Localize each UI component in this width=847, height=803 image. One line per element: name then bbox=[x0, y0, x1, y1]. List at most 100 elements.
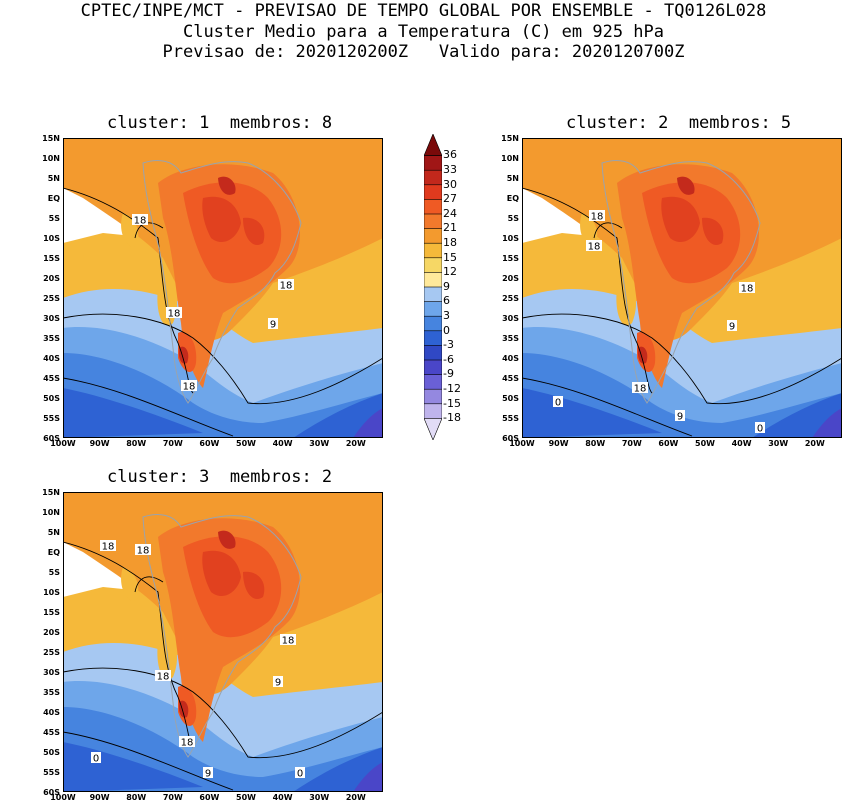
contour-label: 9 bbox=[273, 676, 283, 689]
header-line-2: Cluster Medio para a Temperatura (C) em … bbox=[182, 22, 665, 42]
colorbar-swatch bbox=[424, 315, 442, 332]
lat-tick-label: 10N bbox=[501, 154, 519, 163]
lon-tick-label: 100W bbox=[50, 439, 76, 448]
colorbar-tick-label: 24 bbox=[443, 206, 457, 220]
temperature-band bbox=[202, 550, 241, 597]
contour-line bbox=[62, 187, 194, 394]
svg-text:18: 18 bbox=[168, 309, 181, 320]
lat-tick-label: 35S bbox=[43, 334, 60, 343]
colorbar-tick-label: 6 bbox=[443, 294, 450, 308]
panel-3-title: cluster: 3 membros: 2 bbox=[107, 467, 333, 487]
lat-tick-label: 60S bbox=[43, 788, 60, 797]
coastline bbox=[601, 160, 761, 404]
temperature-band bbox=[293, 747, 383, 792]
temperature-band bbox=[243, 217, 265, 246]
lat-tick-label: 60S bbox=[502, 434, 519, 443]
colorbar-swatch bbox=[424, 388, 442, 405]
colorbar-tick-label: 18 bbox=[443, 235, 457, 249]
colorbar-tick-label: 9 bbox=[443, 279, 450, 293]
lat-tick-label: 50S bbox=[43, 748, 60, 757]
panel-2-title: cluster: 2 membros: 5 bbox=[566, 113, 792, 133]
map-panel-cluster-1: 18 18 18 18 9 bbox=[62, 138, 384, 438]
lat-tick-label: 35S bbox=[502, 334, 519, 343]
svg-text:9: 9 bbox=[677, 412, 683, 423]
temperature-band bbox=[157, 639, 178, 680]
lat-tick-label: 5N bbox=[47, 528, 60, 537]
lon-tick-label: 50W bbox=[236, 439, 256, 448]
map-frame bbox=[63, 492, 383, 792]
svg-text:0: 0 bbox=[297, 769, 303, 780]
contour-label: 9 bbox=[203, 767, 213, 780]
colorbar-swatch bbox=[424, 257, 442, 274]
contour-label: 18 bbox=[589, 210, 605, 223]
lon-tick-label: 30W bbox=[309, 439, 330, 448]
svg-text:9: 9 bbox=[729, 322, 735, 333]
lat-tick-label: 40S bbox=[43, 708, 60, 717]
lat-tick-label: 5S bbox=[507, 214, 519, 223]
temperature-field: 18 18 18 18 18 9 9 0 0 bbox=[62, 492, 384, 792]
lat-tick-label: 10N bbox=[42, 154, 60, 163]
header-line-1: CPTEC/INPE/MCT - PREVISAO DE TEMPO GLOBA… bbox=[80, 1, 767, 21]
lat-tick-label: 45S bbox=[43, 374, 60, 383]
lat-tick-label: 55S bbox=[43, 768, 60, 777]
temperature-band bbox=[218, 176, 236, 195]
lat-tick-label: 30S bbox=[43, 668, 60, 677]
lon-tick-label: 20W bbox=[804, 439, 825, 448]
lon-tick-label: 60W bbox=[658, 439, 679, 448]
lat-tick-label: 10S bbox=[43, 588, 60, 597]
lat-tick-label: 25S bbox=[43, 648, 60, 657]
colorbar-swatch bbox=[424, 213, 442, 230]
contour-label: 18 bbox=[280, 634, 296, 647]
lon-tick-label: 90W bbox=[89, 439, 110, 448]
lon-tick-label: 70W bbox=[162, 793, 183, 802]
colorbar-swatch bbox=[424, 228, 442, 244]
lon-tick-label: 100W bbox=[50, 793, 76, 802]
svg-text:0: 0 bbox=[93, 754, 99, 765]
colorbar-tick-label: 30 bbox=[443, 177, 457, 191]
map-frame bbox=[63, 138, 383, 438]
lat-tick-label: 15S bbox=[43, 608, 60, 617]
lat-tick-label: 10S bbox=[43, 234, 60, 243]
colorbar-tick-label: -15 bbox=[443, 396, 461, 410]
lon-tick-label: 70W bbox=[162, 439, 183, 448]
svg-text:18: 18 bbox=[181, 738, 194, 749]
temperature-field: 18 18 18 18 9 bbox=[62, 138, 384, 438]
lon-tick-label: 40W bbox=[272, 439, 293, 448]
lat-tick-label: 25S bbox=[43, 294, 60, 303]
contour-line bbox=[521, 313, 843, 405]
colorbar-tick-label: 21 bbox=[443, 221, 457, 235]
panel-1-title: cluster: 1 membros: 8 bbox=[107, 113, 333, 133]
lon-tick-label: 60W bbox=[199, 793, 220, 802]
colorbar-swatch bbox=[424, 359, 442, 376]
lat-tick-label: 55S bbox=[502, 414, 519, 423]
colorbar-swatch bbox=[424, 134, 442, 156]
temperature-band bbox=[580, 213, 598, 248]
lon-tick-label: 60W bbox=[199, 439, 220, 448]
lat-tick-label: 50S bbox=[43, 394, 60, 403]
lat-tick-label: 5S bbox=[48, 568, 60, 577]
colorbar-tick-label: 27 bbox=[443, 192, 457, 206]
colorbar-swatch bbox=[424, 301, 442, 318]
map-panel-cluster-2: 18 18 18 18 9 9 0 0 bbox=[521, 138, 843, 438]
colorbar-swatch bbox=[424, 272, 442, 288]
lon-tick-label: 100W bbox=[509, 439, 535, 448]
contour-label: 18 bbox=[132, 214, 148, 227]
svg-text:9: 9 bbox=[205, 769, 211, 780]
colorbar-swatch bbox=[424, 418, 442, 440]
lat-tick-label: 15N bbox=[42, 488, 60, 497]
lat-tick-label: 10S bbox=[502, 234, 519, 243]
lat-tick-label: 20S bbox=[43, 274, 60, 283]
contour-line bbox=[593, 222, 623, 239]
svg-text:18: 18 bbox=[280, 281, 293, 292]
colorbar-swatch bbox=[424, 199, 442, 215]
temperature-band bbox=[293, 393, 383, 438]
temperature-band bbox=[677, 176, 695, 195]
colorbar-tick-label: -18 bbox=[443, 411, 461, 425]
colorbar-swatch bbox=[424, 345, 442, 361]
lat-tick-label: EQ bbox=[506, 194, 519, 203]
colorbar-swatch bbox=[424, 184, 442, 201]
svg-text:18: 18 bbox=[134, 216, 147, 227]
lat-tick-label: 55S bbox=[43, 414, 60, 423]
contour-line bbox=[62, 541, 194, 748]
lat-tick-label: 40S bbox=[43, 354, 60, 363]
